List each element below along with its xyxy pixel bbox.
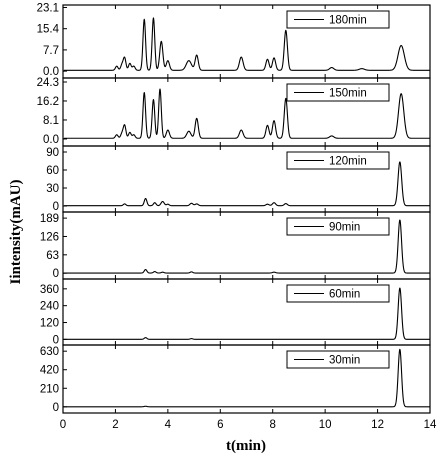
- panel-90min: 189 126 63 0 90min: [40, 211, 431, 280]
- legend-label: 60min: [329, 289, 360, 301]
- legend-label: 120min: [329, 156, 367, 168]
- y-tick-label: 210: [40, 383, 59, 395]
- panel-120min: 90 60 30 0 120min: [46, 145, 431, 213]
- x-tick-label: 14: [424, 419, 437, 431]
- y-tick-label: 30: [46, 183, 59, 195]
- y-tick-label: 60: [46, 165, 59, 177]
- panel-frame: [62, 344, 431, 414]
- chromatogram-trace: [62, 161, 431, 207]
- y-axis-label: Iintensity(mAU): [8, 180, 24, 285]
- panel-150min: 24.3 16.2 8.1 0.0 150min: [37, 77, 431, 147]
- panel-30min: 630 420 210 0 30min: [40, 344, 431, 414]
- legend-box: [286, 350, 390, 369]
- chromatogram-trace: [62, 219, 431, 274]
- legend-90min: 90min: [286, 217, 390, 236]
- y-tick-label: 23.1: [37, 2, 59, 14]
- y-tick-label: 120: [40, 318, 59, 330]
- x-tick-label: 0: [60, 419, 66, 431]
- legend-box: [286, 151, 390, 170]
- y-tick-label: 0.0: [43, 66, 59, 78]
- panel-60min: 360 240 120 0 60min: [40, 278, 431, 346]
- y-tick-label: 7.7: [43, 45, 59, 57]
- legend-180min: 180min: [286, 10, 390, 29]
- x-tick-label: 10: [319, 419, 332, 431]
- panels-group: 23.1 15.4 7.7 0.0 180min 24.3 16.2 8.1 0.0 150min…: [37, 2, 431, 414]
- legend-120min: 120min: [286, 151, 390, 170]
- x-tick-label: 12: [371, 419, 384, 431]
- chromatogram-trace: [62, 88, 431, 140]
- legend-30min: 30min: [286, 350, 390, 369]
- x-tick-label: 4: [165, 419, 172, 431]
- y-tick-label: 420: [40, 365, 59, 377]
- y-tick-label: 240: [40, 301, 59, 313]
- legend-box: [286, 217, 390, 236]
- legend-label: 90min: [329, 222, 360, 234]
- y-tick-label: 630: [40, 346, 59, 358]
- chromatogram-trace: [62, 348, 431, 408]
- legend-60min: 60min: [286, 284, 390, 303]
- y-tick-label: 360: [40, 284, 59, 296]
- x-tick-label: 2: [112, 419, 118, 431]
- chromatogram-trace: [62, 17, 431, 72]
- x-tick-label: 8: [270, 419, 276, 431]
- y-tick-label: 24.3: [37, 77, 59, 89]
- panel-180min: 23.1 15.4 7.7 0.0 180min: [37, 2, 431, 79]
- legend-box: [286, 284, 390, 303]
- legend-150min: 150min: [286, 83, 390, 102]
- y-tick-label: 0.0: [43, 134, 59, 146]
- legend-label: 150min: [329, 88, 367, 100]
- y-tick-label: 8.1: [43, 115, 59, 127]
- y-tick-label: 189: [40, 213, 59, 225]
- x-tick-label: 6: [217, 419, 223, 431]
- legend-label: 180min: [329, 15, 367, 27]
- legend-label: 30min: [329, 355, 360, 367]
- chromatogram-trace: [62, 287, 431, 340]
- x-axis-label: t(min): [226, 438, 266, 454]
- y-tick-label: 16.2: [37, 96, 59, 108]
- y-tick-label: 15.4: [37, 24, 60, 36]
- y-tick-label: 0: [53, 402, 59, 414]
- y-tick-label: 0: [53, 334, 59, 346]
- y-tick-label: 90: [46, 147, 59, 159]
- legend-box: [286, 10, 390, 29]
- y-tick-label: 63: [46, 250, 59, 262]
- legend-box: [286, 83, 390, 102]
- y-tick-label: 0: [53, 268, 59, 280]
- y-tick-label: 0: [53, 201, 59, 213]
- x-axis-ticks: 0 2 4 6 8 10 12 14: [60, 419, 437, 431]
- y-tick-label: 126: [40, 231, 59, 243]
